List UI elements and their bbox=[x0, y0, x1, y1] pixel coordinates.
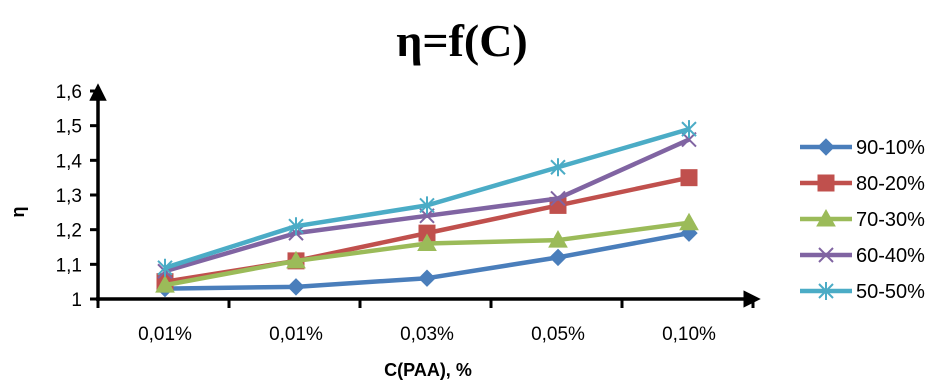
data-point bbox=[418, 269, 436, 287]
y-axis-ticks: 1 1,1 1,2 1,3 1,4 1,5 1,6 bbox=[56, 82, 98, 311]
legend-marker bbox=[818, 247, 834, 263]
x-axis-label: C(PAA), % bbox=[384, 360, 472, 380]
x-tick-label: 0,05% bbox=[531, 324, 585, 345]
y-tick-label: 1,5 bbox=[56, 117, 82, 138]
data-point bbox=[419, 196, 435, 215]
legend-label: 60-40% bbox=[856, 245, 925, 267]
legend-marker bbox=[816, 208, 836, 227]
data-point bbox=[681, 120, 697, 139]
y-axis-label: η bbox=[8, 207, 28, 218]
y-tick-label: 1,4 bbox=[56, 151, 83, 172]
data-point bbox=[288, 217, 304, 236]
legend-marker bbox=[817, 138, 835, 156]
data-point bbox=[679, 212, 699, 231]
legend-label: 80-20% bbox=[856, 173, 925, 195]
legend-label: 90-10% bbox=[856, 137, 925, 159]
data-point bbox=[157, 258, 173, 277]
legend-item: 50-50% bbox=[800, 281, 925, 303]
data-point bbox=[155, 275, 175, 293]
x-tick-label: 0,10% bbox=[662, 324, 716, 345]
legend-item: 80-20% bbox=[800, 173, 925, 195]
series-70-30 bbox=[155, 212, 699, 293]
legend-item: 60-40% bbox=[800, 245, 925, 267]
legend-marker bbox=[817, 174, 835, 192]
legend: 90-10% 80-20% 70-30% 60-40% 50-50% bbox=[800, 137, 925, 303]
y-tick-label: 1,6 bbox=[56, 82, 82, 103]
data-point bbox=[417, 233, 437, 252]
data-point bbox=[548, 230, 568, 248]
legend-marker bbox=[818, 282, 834, 300]
data-point bbox=[680, 169, 698, 187]
data-point bbox=[287, 278, 305, 296]
legend-item: 90-10% bbox=[800, 137, 925, 159]
legend-label: 50-50% bbox=[856, 281, 925, 303]
x-tick-label: 0,03% bbox=[400, 324, 454, 345]
data-point bbox=[286, 250, 306, 269]
data-point bbox=[550, 190, 566, 207]
y-tick-label: 1,1 bbox=[56, 255, 82, 276]
legend-label: 70-30% bbox=[856, 209, 925, 231]
y-tick-label: 1,2 bbox=[56, 221, 82, 242]
y-tick-label: 1 bbox=[71, 290, 82, 311]
x-tick-label: 0,01% bbox=[269, 324, 323, 345]
legend-item: 70-30% bbox=[800, 208, 925, 231]
data-point bbox=[549, 248, 567, 267]
x-tick-label: 0,01% bbox=[138, 324, 192, 345]
axes bbox=[89, 83, 761, 308]
data-point bbox=[550, 158, 566, 177]
series-50-50 bbox=[157, 120, 697, 277]
y-tick-label: 1,3 bbox=[56, 186, 82, 207]
x-axis-ticks: 0,01% 0,01% 0,03% 0,05% 0,10% bbox=[96, 299, 755, 345]
chart-title: η=f(C) bbox=[396, 15, 528, 66]
series-layer bbox=[155, 120, 699, 298]
